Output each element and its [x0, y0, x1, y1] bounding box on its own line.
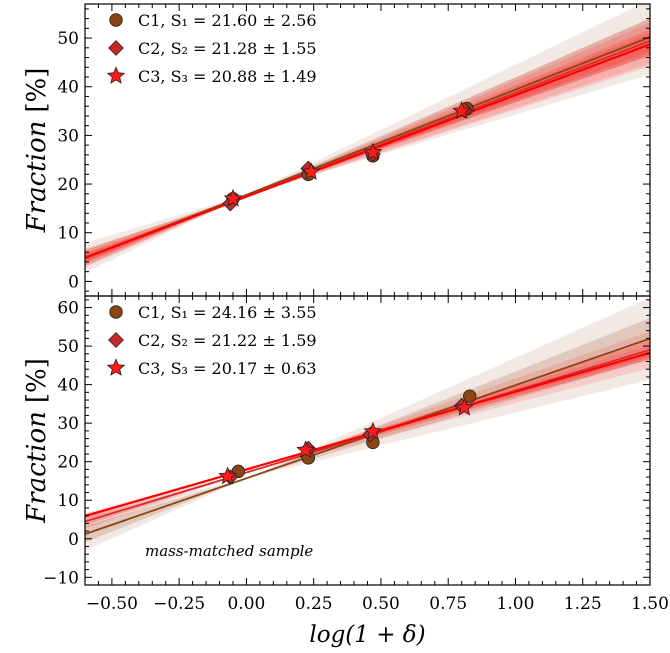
y-tick-label: 20 [57, 453, 79, 473]
data-point-c3-0 [223, 188, 243, 207]
legend-label-c3: C3, S₃ = 20.88 ± 1.49 [138, 67, 317, 86]
top-panel: 0 10 20 30 40 50 Fraction [%] C1, S₁ = 21.60 ± 2… [22, 3, 651, 297]
legend-marker-c3 [106, 66, 126, 84]
y-tick-label: 30 [57, 414, 79, 434]
x-tick-label: 1.00 [497, 594, 535, 614]
data-point-c3-2 [363, 421, 383, 440]
plot-area [85, 297, 650, 551]
y-tick-label: 10 [57, 491, 79, 511]
fit-band-2sigma-c2 [85, 18, 650, 268]
x-tick-label: 0.25 [295, 594, 333, 614]
fit-band-2sigma-c1 [85, 297, 650, 551]
y-axis-label: Fraction [%] [22, 358, 52, 524]
y-tick-label: 40 [57, 376, 79, 396]
x-axis-label: log(1 + δ) [309, 622, 425, 648]
fit-band-1sigma-c1 [85, 18, 650, 266]
legend-marker-c1 [109, 305, 123, 319]
legend-marker-c3 [106, 358, 126, 376]
y-tick-label: 0 [68, 530, 79, 550]
legend-marker-c2 [108, 40, 124, 56]
x-tick-label: 0.50 [362, 594, 400, 614]
y-tick-label: 40 [57, 78, 79, 98]
annotation-text: mass-matched sample [145, 542, 313, 560]
legend-marker-c2 [108, 332, 124, 348]
y-tick-label: 0 [68, 272, 79, 292]
data-point-c3-3 [452, 101, 471, 119]
y-tick-label: 30 [57, 126, 79, 146]
y-tick-label: 50 [57, 337, 79, 357]
y-axis-label-word: Fraction [22, 411, 52, 524]
y-axis-label-unit: [%] [22, 358, 52, 403]
legend-label-c2: C2, S₂ = 21.22 ± 1.59 [138, 331, 317, 350]
x-tick-label: 0.00 [227, 594, 265, 614]
x-tick-label: −0.50 [86, 594, 138, 614]
legend-label-c2: C2, S₂ = 21.28 ± 1.55 [138, 39, 317, 58]
data-point-c3-3 [455, 397, 474, 416]
y-tick-label: 50 [57, 29, 79, 49]
legend: C1, S₁ = 21.60 ± 2.56 C2, S₂ = 21.28 ± 1.… [106, 11, 317, 86]
fit-band-2sigma-c1 [85, 4, 650, 273]
y-tick-label: 60 [57, 299, 79, 319]
data-point-c3-1 [296, 440, 315, 459]
y-axis-label-unit: [%] [22, 68, 52, 113]
x-tick-label: 0.75 [429, 594, 467, 614]
plot-area [85, 4, 650, 273]
legend-label-c1: C1, S₁ = 21.60 ± 2.56 [138, 11, 317, 30]
x-tick-label: 1.25 [564, 594, 602, 614]
legend: C1, S₁ = 24.16 ± 3.55 C2, S₂ = 21.22 ± 1.… [106, 303, 317, 378]
legend-label-c1: C1, S₁ = 24.16 ± 3.55 [138, 303, 317, 322]
data-point-c3-0 [218, 466, 237, 485]
y-tick-label: 10 [57, 224, 79, 244]
x-tick-label: −0.25 [153, 594, 205, 614]
bottom-panel: −10 0 10 20 30 40 50 60 −0.50 −0.25 0.00 0.25 0.50 0.… [22, 295, 669, 648]
legend-marker-c1 [109, 13, 123, 27]
data-point-c1-3 [463, 389, 477, 403]
data-point-c3-2 [363, 142, 383, 161]
x-tick-label: 1.50 [631, 594, 669, 614]
y-axis-label-word: Fraction [22, 121, 52, 234]
legend-label-c3: C3, S₃ = 20.17 ± 0.63 [138, 359, 317, 378]
y-tick-label: 20 [57, 175, 79, 195]
y-tick-label: −10 [43, 568, 79, 588]
data-point-c3-1 [301, 162, 321, 180]
y-axis-label: Fraction [%] [22, 68, 52, 234]
